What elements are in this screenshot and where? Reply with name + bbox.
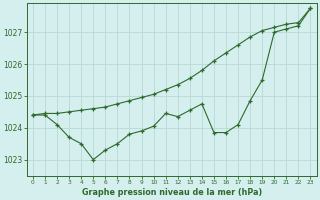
- X-axis label: Graphe pression niveau de la mer (hPa): Graphe pression niveau de la mer (hPa): [82, 188, 262, 197]
